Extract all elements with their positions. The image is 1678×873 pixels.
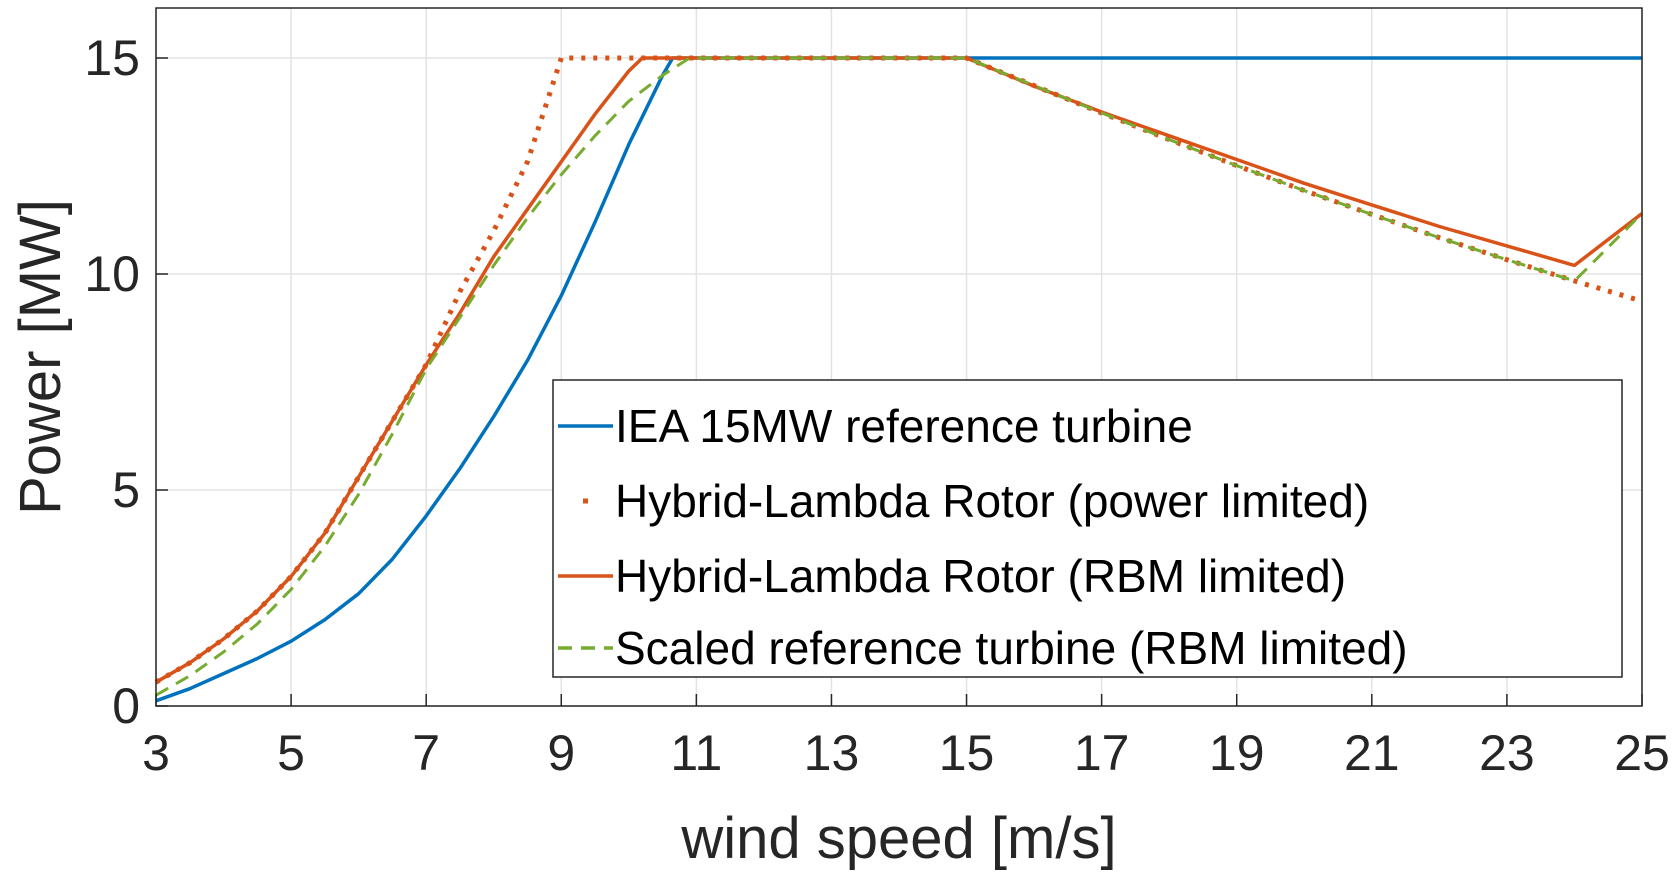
x-axis-label: wind speed [m/s] bbox=[680, 806, 1116, 871]
legend-label-scaled-reference: Scaled reference turbine (RBM limited) bbox=[615, 622, 1408, 674]
legend-label-hybrid-power-limited: Hybrid-Lambda Rotor (power limited) bbox=[615, 475, 1369, 527]
x-tick-label: 13 bbox=[804, 725, 860, 781]
y-tick-label: 10 bbox=[84, 246, 140, 302]
series-line-scaled-reference bbox=[155, 56, 1644, 697]
legend-box bbox=[552, 379, 1623, 678]
x-tick-label: 11 bbox=[670, 725, 722, 781]
x-tick-label: 7 bbox=[412, 725, 440, 781]
series-line-iea-reference bbox=[155, 56, 1642, 703]
x-tick-label: 19 bbox=[1209, 725, 1265, 781]
x-axis-ticks: 3 5 7 9 11 13 15 17 19 21 23 25 bbox=[142, 694, 1670, 781]
x-tick-label: 5 bbox=[277, 725, 305, 781]
series-line-hybrid-rbm-limited bbox=[155, 56, 1644, 684]
y-axis-ticks: 0 5 10 15 bbox=[84, 30, 168, 734]
x-tick-label: 25 bbox=[1614, 725, 1670, 781]
legend: IEA 15MW reference turbine Hybrid-Lambda… bbox=[552, 379, 1623, 678]
y-axis-label: Power [MW] bbox=[8, 199, 73, 515]
y-tick-label: 15 bbox=[84, 30, 140, 86]
x-tick-label: 17 bbox=[1074, 725, 1130, 781]
x-tick-label: 3 bbox=[142, 725, 170, 781]
legend-label-iea-reference: IEA 15MW reference turbine bbox=[615, 400, 1193, 452]
series-group bbox=[154, 55, 1644, 703]
x-tick-label: 9 bbox=[547, 725, 575, 781]
x-tick-label: 21 bbox=[1344, 725, 1400, 781]
y-tick-label: 5 bbox=[112, 462, 140, 518]
legend-label-hybrid-rbm-limited: Hybrid-Lambda Rotor (RBM limited) bbox=[615, 550, 1346, 602]
y-tick-label: 0 bbox=[112, 678, 140, 734]
x-tick-label: 23 bbox=[1479, 725, 1535, 781]
plot-area-frame bbox=[155, 7, 1643, 707]
x-tick-label: 15 bbox=[939, 725, 995, 781]
